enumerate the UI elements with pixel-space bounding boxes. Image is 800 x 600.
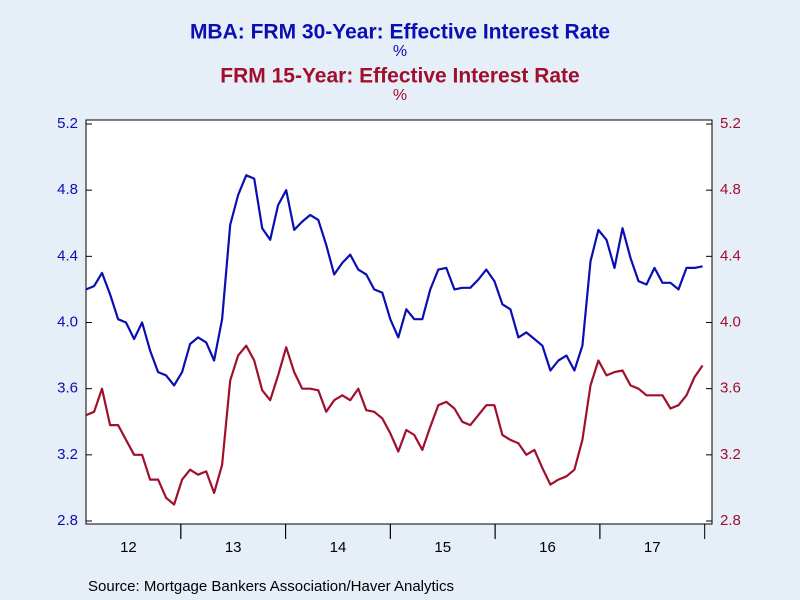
- chart-title: %: [393, 43, 407, 60]
- y2-tick-label: 2.8: [720, 512, 741, 529]
- y2-tick-label: 3.6: [720, 380, 741, 397]
- y2-tick-label: 4.0: [720, 313, 741, 330]
- y-tick-label: 5.2: [57, 115, 78, 132]
- y2-tick-label: 5.2: [720, 115, 741, 132]
- x-tick-label: 12: [120, 539, 137, 556]
- chart-title: MBA: FRM 30-Year: Effective Interest Rat…: [190, 21, 610, 44]
- y2-tick-label: 4.8: [720, 181, 741, 198]
- chart-title: FRM 15-Year: Effective Interest Rate: [220, 65, 579, 88]
- y-tick-label: 3.2: [57, 446, 78, 463]
- y-tick-label: 4.8: [57, 181, 78, 198]
- y-tick-label: 2.8: [57, 512, 78, 529]
- x-tick-label: 15: [434, 539, 451, 556]
- line: [85, 344, 704, 506]
- x-tick-label: 16: [539, 539, 556, 556]
- y-tick-label: 4.0: [57, 313, 78, 330]
- x-tick-label: 14: [330, 539, 347, 556]
- y-tick-label: 4.4: [57, 247, 78, 264]
- x-tick-label: 17: [644, 539, 661, 556]
- chart-title: %: [393, 87, 407, 104]
- line: [85, 174, 703, 387]
- source: Source: Mortgage Bankers Association/Hav…: [88, 578, 454, 595]
- y2-tick-label: 4.4: [720, 247, 741, 264]
- y-tick-label: 3.6: [57, 380, 78, 397]
- y2-tick-label: 3.2: [720, 446, 741, 463]
- plot-area: [85, 119, 713, 525]
- x-tick-label: 13: [225, 539, 242, 556]
